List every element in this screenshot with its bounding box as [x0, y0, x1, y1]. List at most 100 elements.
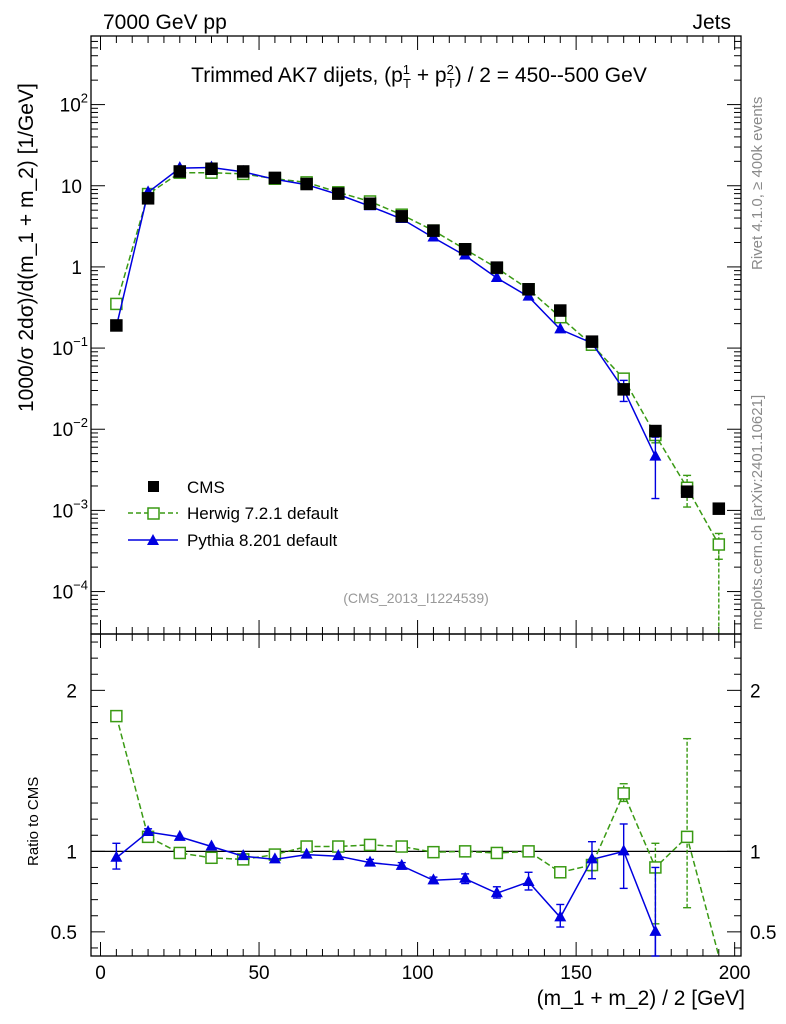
ratio-pythia-point: [395, 858, 408, 870]
ratio-y-axis-label: Ratio to CMS: [25, 777, 42, 866]
pythia-point: [554, 322, 567, 334]
ratio-y-tick-labels: 0.5 0.5 1 1 2 2: [51, 681, 777, 944]
cms-point: [363, 197, 377, 211]
mcplots-label: mcplots.cern.ch [arXiv:2401.10621]: [749, 395, 766, 630]
ratio-pythia-point: [649, 924, 662, 936]
cms-point: [332, 187, 345, 200]
legend-cms-label: CMS: [187, 478, 225, 497]
ratio-pythia-point: [205, 839, 218, 851]
ratio-pythia-point: [268, 852, 281, 864]
process-label: Jets: [692, 11, 731, 34]
x-axis-label: (m_1 + m_2) / 2 [GeV]: [537, 987, 745, 1010]
cms-point: [712, 502, 726, 515]
cms-point: [680, 485, 694, 498]
main-series-cms: [110, 162, 726, 515]
main-y-tick-label: 10: [61, 177, 82, 198]
x-tick-label: 100: [402, 963, 434, 984]
ratio-herwig-point: [173, 846, 187, 860]
ratio-pythia-point: [237, 849, 250, 861]
ratio-y-tick-label-left: 0.5: [51, 923, 77, 944]
ratio-y-tick-label-left: 2: [66, 681, 77, 702]
ratio-herwig-point: [522, 845, 535, 858]
main-y-tick-label: 1: [71, 258, 82, 279]
ratio-pythia-point: [332, 849, 345, 861]
cms-point: [649, 424, 662, 438]
herwig-point: [712, 538, 726, 551]
cms-point: [268, 171, 282, 185]
ratio-plot-frame: [90, 633, 742, 957]
x-tick-labels: 0 50 100 150 200: [95, 963, 750, 984]
main-y-tick-label: 10−2: [52, 415, 88, 441]
ratio-pythia-point: [522, 874, 535, 886]
x-tick-label: 150: [560, 963, 592, 984]
ratio-herwig-point: [110, 709, 123, 723]
collider-label: 7000 GeV pp: [103, 11, 227, 34]
plot-title: Trimmed AK7 dijets, (p1 T + p2 T) / 2 = 45…: [191, 62, 647, 91]
legend-herwig-marker: [147, 507, 160, 520]
main-y-tick-label: 10−3: [52, 496, 88, 522]
cms-point: [173, 165, 187, 178]
pythia-line: [115, 166, 657, 457]
main-y-tick-labels: 10−4 10−3 10−2 10−1 1 10 102: [52, 91, 88, 604]
main-axis-ticks: [91, 35, 741, 635]
ratio-y-tick-label-right: 1: [750, 842, 761, 863]
ratio-pythia-point: [617, 844, 630, 856]
x-tick-label: 50: [248, 963, 269, 984]
cms-point: [585, 335, 599, 348]
legend-pythia-marker: [147, 534, 159, 545]
ratio-pythia-point: [585, 852, 598, 864]
ratio-pythia-point: [364, 855, 377, 867]
legend-cms-marker: [148, 481, 159, 492]
ratio-y-tick-label-left: 1: [66, 842, 77, 863]
ratio-pythia-point: [427, 873, 440, 885]
ratio-pythia-line: [115, 831, 657, 933]
main-y-tick-label: 102: [60, 91, 88, 117]
legend-herwig-label: Herwig 7.2.1 default: [187, 504, 338, 523]
ratio-herwig-point: [458, 845, 472, 858]
ratio-herwig-point: [680, 830, 694, 844]
cms-point: [458, 243, 472, 256]
cms-point: [522, 283, 535, 296]
analysis-id-label: (CMS_2013_I1224539): [343, 590, 489, 606]
cms-point: [110, 319, 123, 332]
pythia-point: [649, 449, 662, 461]
ratio-herwig-point: [617, 787, 630, 800]
ratio-herwig-line: [115, 715, 720, 957]
rivet-version-label: Rivet 4.1.0, ≥ 400k events: [749, 97, 766, 270]
ratio-pythia-point: [459, 871, 472, 883]
cms-point: [300, 177, 313, 191]
cms-point: [395, 210, 408, 223]
ratio-pythia-point: [110, 850, 123, 862]
cms-point: [236, 165, 250, 178]
main-series-pythia: [110, 160, 662, 500]
cms-point: [205, 162, 218, 175]
ratio-axis-ticks: [91, 634, 741, 956]
legend: CMS Herwig 7.2.1 default Pythia 8.201 de…: [128, 478, 338, 550]
main-y-axis-label: 1000/σ 2dσ)/d(m_1 + m_2) [1/GeV]: [15, 83, 38, 412]
pythia-point: [490, 271, 503, 283]
cms-point: [141, 192, 155, 205]
cms-point: [427, 224, 440, 237]
main-series-herwig: [110, 166, 726, 634]
cms-point: [554, 304, 567, 317]
x-tick-label: 0: [95, 963, 106, 984]
ratio-herwig-point: [427, 845, 440, 859]
ratio-series-herwig: [110, 709, 720, 957]
ratio-y-tick-label-right: 2: [750, 681, 761, 702]
x-tick-label: 200: [719, 963, 751, 984]
ratio-series-pythia: [110, 823, 662, 957]
ratio-herwig-point: [490, 846, 504, 860]
main-y-tick-label: 10−1: [52, 334, 88, 360]
cms-point: [490, 261, 504, 274]
main-y-tick-label: 10−4: [52, 578, 88, 604]
ratio-herwig-point: [554, 866, 567, 879]
ratio-herwig-point: [205, 851, 218, 865]
cms-point: [617, 383, 630, 396]
ratio-pythia-point: [554, 910, 567, 922]
ratio-y-tick-label-right: 0.5: [750, 923, 776, 944]
ratio-pythia-point: [142, 825, 155, 837]
legend-pythia-label: Pythia 8.201 default: [187, 531, 338, 550]
ratio-pythia-point: [173, 829, 186, 841]
ratio-pythia-point: [490, 886, 503, 898]
